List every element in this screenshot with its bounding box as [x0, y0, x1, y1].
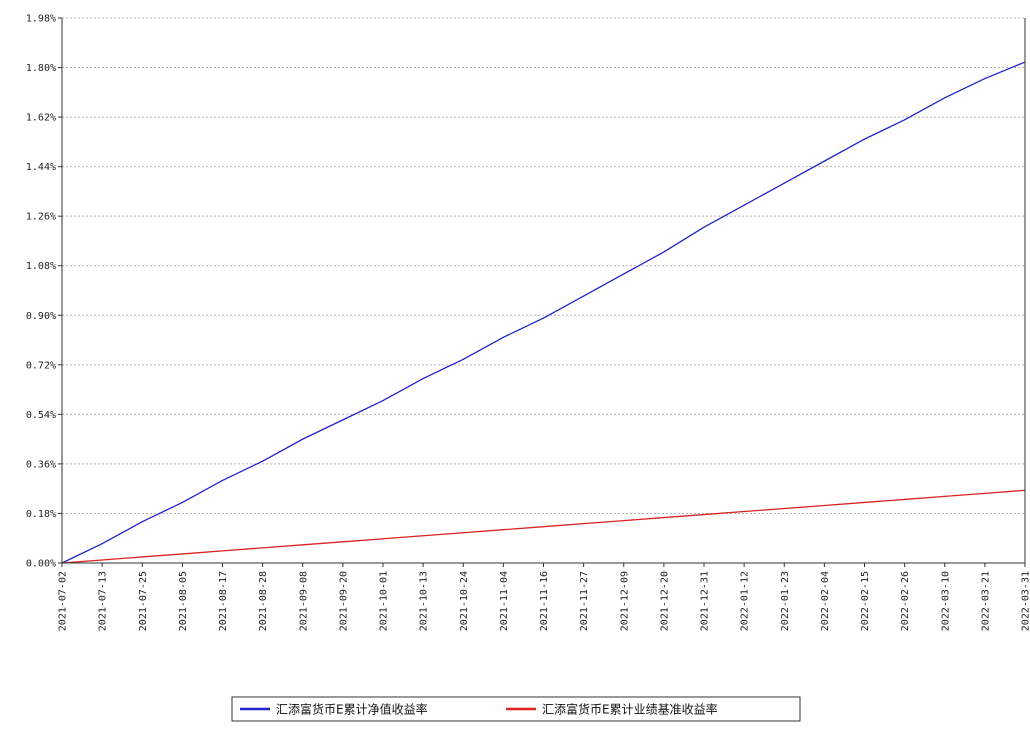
x-tick-label: 2021-08-28 — [258, 571, 269, 631]
x-tick-label: 2021-09-20 — [338, 571, 349, 631]
data-point — [543, 317, 544, 318]
y-tick-label: 1.26% — [26, 212, 56, 223]
x-tick-label: 2021-10-24 — [459, 571, 470, 631]
x-tick-label: 2022-03-10 — [940, 571, 951, 631]
data-point — [984, 78, 985, 79]
data-point — [503, 337, 504, 338]
legend: 汇添富货币E累计净值收益率 汇添富货币E累计业绩基准收益率 — [232, 697, 800, 721]
data-point — [342, 541, 343, 542]
data-point — [463, 532, 464, 533]
data-point — [302, 544, 303, 545]
data-point — [503, 529, 504, 530]
y-tick-label: 0.36% — [26, 459, 56, 470]
data-point — [142, 556, 143, 557]
data-point — [142, 521, 143, 522]
data-point — [423, 378, 424, 379]
data-point — [423, 535, 424, 536]
data-point — [904, 499, 905, 500]
data-point — [703, 227, 704, 228]
x-tick-label: 2021-07-25 — [138, 571, 149, 631]
data-point — [302, 439, 303, 440]
x-tick-label: 2021-12-31 — [700, 571, 711, 631]
y-tick-label: 1.44% — [26, 162, 56, 173]
x-tick-label: 2021-11-16 — [539, 571, 550, 631]
data-point — [382, 400, 383, 401]
data-point — [703, 514, 704, 515]
x-tick-label: 2022-02-26 — [900, 571, 911, 631]
y-tick-label: 1.62% — [26, 113, 56, 124]
data-point — [944, 496, 945, 497]
data-point — [663, 517, 664, 518]
x-tick-label: 2021-10-01 — [379, 571, 390, 631]
x-tick-label: 2021-11-04 — [499, 571, 510, 631]
data-point — [784, 508, 785, 509]
x-tick-label: 2021-09-08 — [298, 571, 309, 631]
x-tick-label: 2021-12-20 — [659, 571, 670, 631]
data-point — [984, 493, 985, 494]
axis-layer: 0.00% 0.18% 0.36% 0.54% 0.72% 0.90% 1.08% 1.26%… — [26, 14, 1030, 632]
data-point — [944, 97, 945, 98]
x-tick-label: 2022-01-12 — [740, 571, 751, 631]
data-point — [262, 547, 263, 548]
legend-label: 汇添富货币E累计净值收益率 — [276, 702, 428, 717]
data-point — [623, 273, 624, 274]
y-tick-label: 1.80% — [26, 63, 56, 74]
data-point — [102, 543, 103, 544]
data-point — [784, 183, 785, 184]
data-point — [663, 251, 664, 252]
data-point — [904, 119, 905, 120]
x-tick-label: 2021-10-13 — [419, 571, 430, 631]
data-point — [864, 139, 865, 140]
grid-layer — [62, 18, 1025, 513]
y-tick-label: 0.18% — [26, 509, 56, 520]
x-tick-label: 2022-03-21 — [980, 571, 991, 631]
legend-label: 汇添富货币E累计业绩基准收益率 — [542, 702, 718, 717]
data-point — [583, 295, 584, 296]
data-point — [623, 520, 624, 521]
data-point — [744, 511, 745, 512]
data-point — [182, 502, 183, 503]
x-tick-label: 2022-01-23 — [780, 571, 791, 631]
y-tick-label: 1.98% — [26, 14, 56, 25]
series-line-0 — [62, 62, 1025, 563]
data-point — [824, 161, 825, 162]
data-point — [222, 550, 223, 551]
x-tick-label: 2022-02-15 — [860, 571, 871, 631]
data-point — [102, 559, 103, 560]
y-tick-label: 0.90% — [26, 311, 56, 322]
x-tick-label: 2021-08-05 — [178, 571, 189, 631]
x-tick-label: 2021-11-27 — [579, 571, 590, 631]
x-tick-label: 2021-08-17 — [218, 571, 229, 631]
y-tick-label: 1.08% — [26, 261, 56, 272]
data-point — [543, 526, 544, 527]
x-tick-label: 2022-03-31 — [1021, 571, 1030, 631]
data-point — [342, 419, 343, 420]
y-tick-label: 0.72% — [26, 360, 56, 371]
x-tick-label: 2021-07-13 — [98, 571, 109, 631]
data-point — [222, 480, 223, 481]
y-tick-label: 0.54% — [26, 410, 56, 421]
data-point — [583, 523, 584, 524]
y-tick-label: 0.00% — [26, 559, 56, 570]
data-point — [262, 461, 263, 462]
x-tick-label: 2022-02-04 — [820, 571, 831, 631]
x-tick-label: 2021-07-02 — [58, 571, 69, 631]
data-point — [824, 505, 825, 506]
series-layer — [61, 61, 1025, 563]
data-point — [382, 538, 383, 539]
data-point — [463, 359, 464, 360]
data-point — [864, 502, 865, 503]
x-tick-label: 2021-12-09 — [619, 571, 630, 631]
data-point — [182, 553, 183, 554]
data-point — [744, 205, 745, 206]
